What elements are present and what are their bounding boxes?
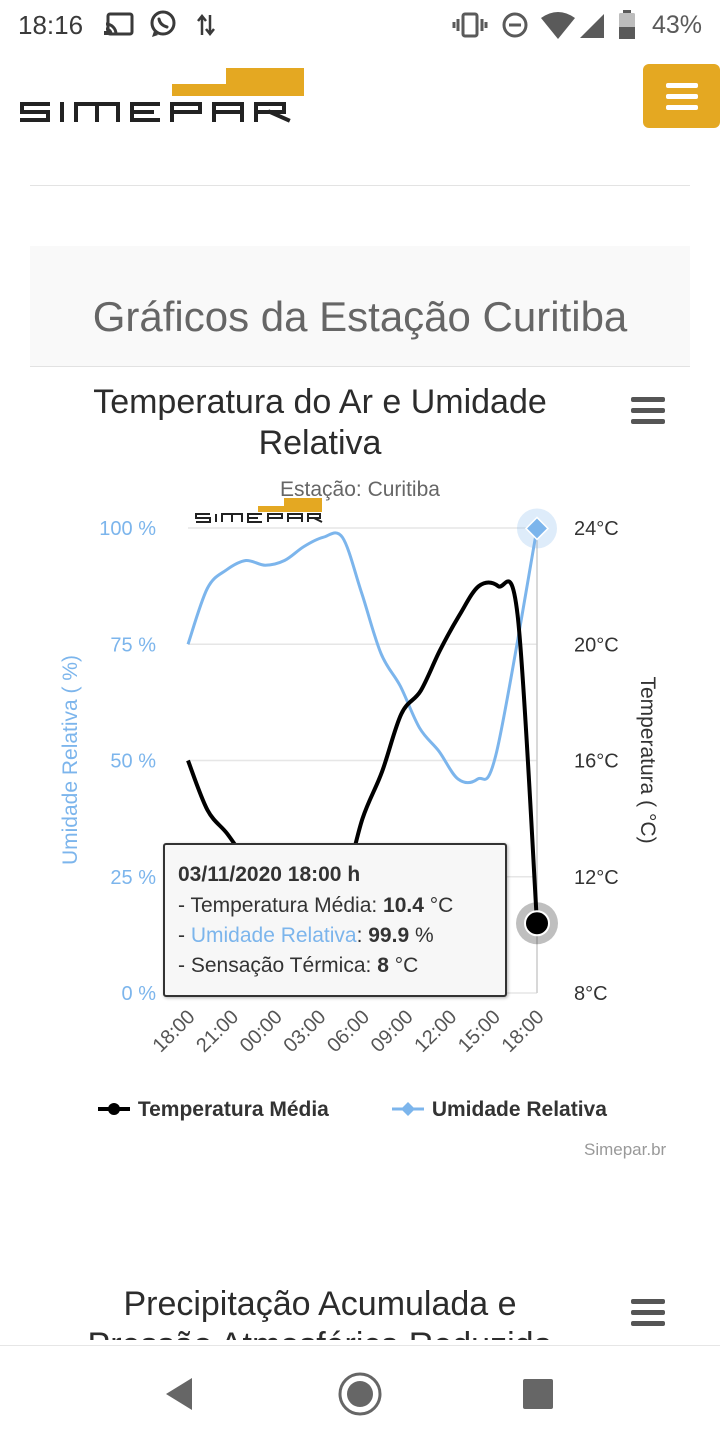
x-axis-tick-label: 21:00 [192, 1006, 243, 1057]
x-axis-tick-label: 12:00 [410, 1006, 461, 1057]
left-axis-tick-label: 50 % [110, 751, 156, 773]
x-axis-ticks: 18:0021:0000:0003:0006:0009:0012:0015:00… [149, 1006, 549, 1057]
section-header: Gráficos da Estação Curitiba [30, 246, 690, 367]
left-axis-tick-label: 0 % [122, 983, 157, 1005]
x-axis-tick-label: 15:00 [454, 1006, 505, 1057]
whatsapp-icon [150, 10, 176, 37]
vibrate-icon [452, 12, 488, 38]
chart-context-menu-button[interactable] [628, 394, 668, 428]
legend-symbol-temperatura [98, 1103, 130, 1115]
tooltip-row-umidade: - Umidade Relativa: 99.9 % [178, 924, 434, 947]
left-axis-tick-label: 100 % [99, 518, 156, 540]
chart-hover-markers [516, 508, 558, 945]
battery-percent: 43% [652, 11, 703, 39]
chart-subtitle: Estação: Curitiba [280, 478, 440, 501]
chart-title: Temperatura do Ar e Umidade Relativa [70, 382, 570, 464]
nav-back-button[interactable] [160, 1374, 200, 1414]
hover-marker-temperatura[interactable] [524, 910, 550, 937]
left-axis-label: Umidade Relativa ( %) [59, 655, 82, 865]
right-axis-label: Temperatura ( °C) [636, 676, 659, 843]
cast-icon [104, 12, 134, 36]
right-axis-ticks: 24°C 20°C 16°C 12°C 8°C [574, 518, 619, 1005]
x-axis-tick-label: 00:00 [236, 1006, 287, 1057]
home-icon [338, 1372, 382, 1416]
recents-icon [523, 1379, 553, 1409]
legend-symbol-umidade [392, 1102, 424, 1116]
chart-title-line-2: Relativa [258, 424, 382, 462]
back-icon [166, 1378, 192, 1410]
legend-label-temperatura: Temperatura Média [137, 1098, 329, 1121]
battery-icon [619, 10, 635, 39]
left-axis-ticks: 100 % 75 % 50 % 25 % 0 % [99, 518, 156, 1005]
legend-item-umidade[interactable]: Umidade Relativa [390, 1098, 607, 1132]
chart-tooltip: 03/11/2020 18:00 h - Temperatura Média: … [163, 843, 507, 997]
x-axis-tick-label: 09:00 [367, 1006, 418, 1057]
header-divider [30, 185, 690, 186]
legend-label-umidade: Umidade Relativa [431, 1098, 607, 1121]
do-not-disturb-icon [502, 12, 528, 38]
data-transfer-icon [197, 13, 215, 37]
x-axis-tick-label: 06:00 [323, 1006, 374, 1057]
chart-title-line-1: Temperatura do Ar e Umidade [93, 383, 547, 421]
x-axis-tick-label: 18:00 [498, 1006, 549, 1057]
status-time: 18:16 [18, 10, 84, 40]
tooltip-row-sensacao: - Sensação Térmica: 8 °C [178, 954, 419, 977]
android-nav-bar [0, 1345, 720, 1441]
page-title: Gráficos da Estação Curitiba [92, 293, 628, 340]
tooltip-row-temperatura: - Temperatura Média: 10.4 °C [178, 894, 454, 917]
series-line-umidade-relativa[interactable] [186, 528, 539, 785]
status-bar: 18:16 43% [0, 0, 720, 52]
left-axis-tick-label: 75 % [110, 634, 156, 656]
chart-2-title: Precipitação Acumulada e Pressão Atmosfé… [88, 1285, 553, 1340]
x-axis-tick-label: 18:00 [149, 1006, 200, 1057]
right-axis-tick-label: 24°C [574, 518, 619, 540]
legend-item-temperatura[interactable]: Temperatura Média [96, 1098, 329, 1132]
right-axis-tick-label: 12°C [574, 867, 619, 889]
wifi-icon [541, 12, 575, 39]
main-menu-button[interactable] [643, 64, 720, 128]
nav-recents-button[interactable] [520, 1376, 556, 1412]
chart-watermark-logo [195, 498, 323, 523]
right-axis-tick-label: 8°C [574, 983, 608, 1005]
tooltip-header: 03/11/2020 18:00 h [178, 863, 361, 886]
hover-marker-umidade[interactable] [524, 516, 550, 541]
cell-signal-icon [580, 14, 604, 38]
x-axis-tick-label: 03:00 [279, 1006, 330, 1057]
chart-2-context-menu-button[interactable] [628, 1296, 668, 1330]
chart-credits-link[interactable]: Simepar.br [584, 1140, 667, 1159]
nav-home-button[interactable] [336, 1370, 384, 1418]
simepar-logo[interactable] [18, 66, 308, 128]
right-axis-tick-label: 16°C [574, 751, 619, 773]
left-axis-tick-label: 25 % [110, 867, 156, 889]
right-axis-tick-label: 20°C [574, 634, 619, 656]
